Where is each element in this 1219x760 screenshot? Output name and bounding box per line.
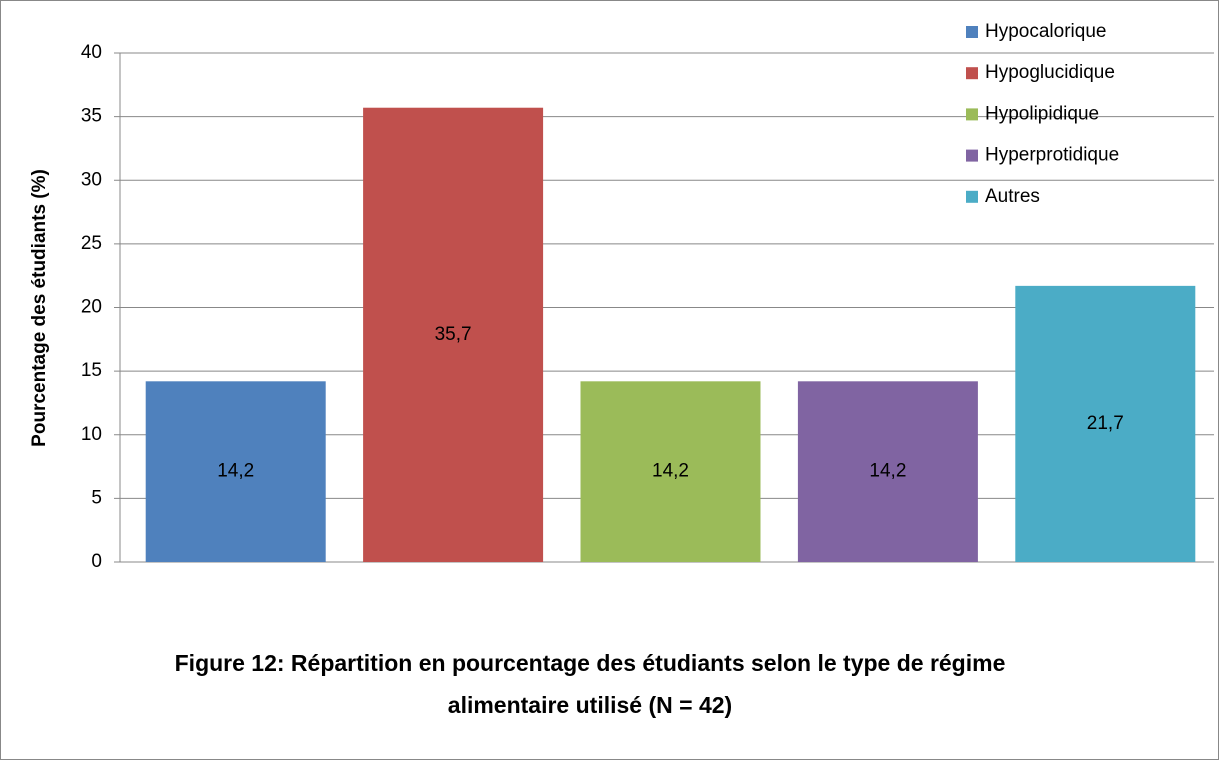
legend-label: Hypoglucidique (985, 62, 1115, 83)
bar (580, 381, 761, 562)
legend-swatch (966, 26, 978, 38)
data-label: 14,2 (869, 461, 906, 482)
y-tick-label: 20 (81, 297, 102, 318)
data-label: 21,7 (1087, 413, 1124, 434)
y-tick-label: 5 (91, 487, 102, 508)
y-tick-label: 30 (81, 169, 102, 190)
legend-swatch (966, 67, 978, 80)
legend-label: Autres (985, 186, 1040, 207)
legend-label: Hypolipidique (985, 103, 1099, 124)
y-tick-label: 35 (81, 106, 102, 127)
chart-title: Figure 12: Répartition en pourcentage de… (174, 650, 1006, 718)
legend-label: Hypocalorique (985, 21, 1106, 42)
legend-label: Hyperprotidique (985, 145, 1119, 166)
bar (1015, 285, 1196, 562)
legend-swatch (966, 149, 978, 162)
data-label: 14,2 (217, 461, 254, 482)
y-tick-label: 40 (81, 42, 102, 63)
y-tick-label: 0 (91, 551, 102, 572)
y-tick-label: 25 (81, 233, 102, 254)
bar (363, 107, 544, 562)
legend-swatch (966, 108, 978, 121)
y-tick-label: 10 (81, 424, 102, 445)
legend-swatch (966, 190, 978, 203)
bar (797, 381, 978, 562)
data-label: 14,2 (652, 461, 689, 482)
y-axis-label: Pourcentage des étudiants (%) (29, 169, 50, 447)
data-label: 35,7 (435, 324, 472, 345)
y-tick-label: 15 (81, 360, 102, 381)
bar (145, 381, 326, 562)
